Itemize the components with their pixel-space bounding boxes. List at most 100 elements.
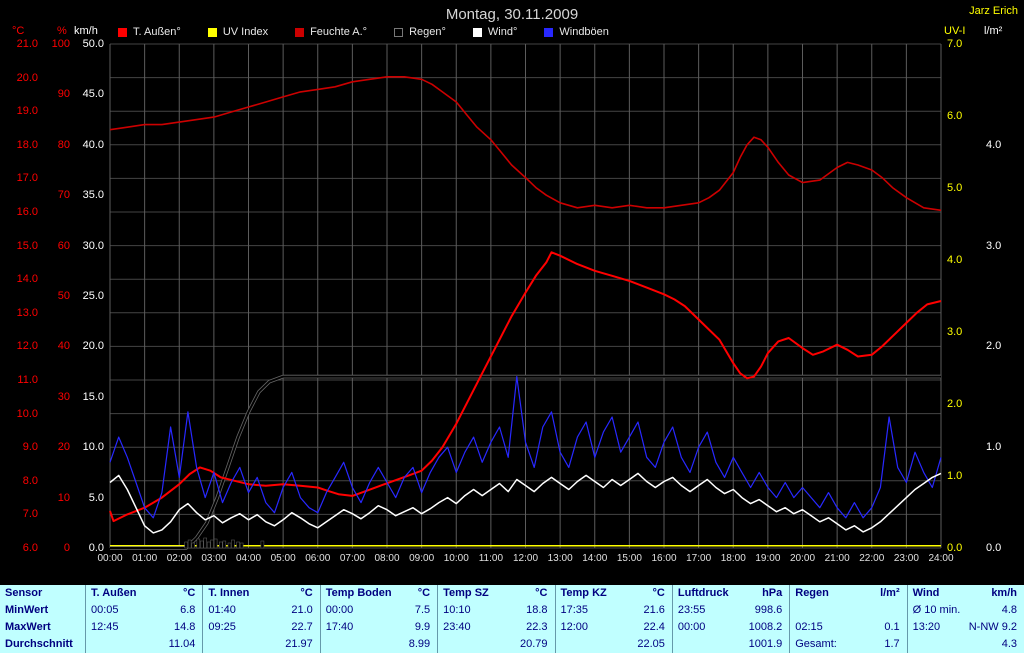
- axis-tick-uv: 6.0: [947, 110, 963, 122]
- axis-tick-wind: 45.0: [82, 88, 104, 101]
- cell-value: 4.3: [1001, 638, 1017, 650]
- axis-tick-humidity: 20: [57, 441, 70, 454]
- x-axis-label: 20:00: [789, 553, 816, 564]
- table-cell: [789, 602, 906, 619]
- cell-value: l/m²: [880, 587, 900, 599]
- table-cell: 00:00 1008.2: [671, 619, 789, 636]
- legend-item: Regen°: [394, 26, 446, 38]
- cell-time: 13:20: [912, 621, 941, 633]
- axis-tick-temp: 15.0: [16, 239, 38, 252]
- axis-tick-wind: 40.0: [82, 138, 104, 151]
- axis-tick-uv: 3.0: [947, 326, 963, 338]
- table-cell: Luftdruck hPa: [671, 585, 789, 602]
- axis-tick-temp: 21.0: [16, 38, 38, 50]
- cell-value: 9.9: [414, 621, 431, 633]
- axis-unit-rain: l/m²: [984, 25, 1003, 37]
- x-axis-label: 09:00: [409, 553, 435, 564]
- table-cell: 22.05: [554, 636, 672, 653]
- table-row-label: MinWert: [5, 604, 49, 616]
- table-cell: 21.97: [202, 636, 319, 653]
- table-cell: 02:15 0.1: [789, 619, 906, 636]
- legend-swatch-icon: [118, 27, 127, 37]
- cell-time: 01:40: [208, 604, 236, 616]
- rain-rate-tick: [206, 541, 211, 549]
- rain-rate-tick: [236, 541, 240, 549]
- table-cell: 00:00 7.5: [319, 602, 437, 619]
- axis-tick-uv: 2.0: [947, 398, 963, 410]
- legend-label: T. Außen°: [133, 26, 181, 38]
- table-row-maxwert: MaxWert 12:45 14.8 09:25 22.7 17:40 9.9 23:40 22…: [0, 619, 1024, 636]
- series-wind: [109, 472, 942, 534]
- table-row-durchschnitt: Durchschnitt 11.04 21.97 8.99 20.79 22.05 1001…: [0, 636, 1024, 653]
- cell-time: T. Innen: [208, 587, 250, 599]
- axis-tick-humidity: 90: [57, 88, 70, 101]
- axis-tick-temp: 12.0: [16, 340, 38, 353]
- cell-value: 8.99: [408, 638, 431, 650]
- axis-tick-wind: 35.0: [82, 189, 104, 202]
- x-axis-label: 19:00: [755, 553, 781, 564]
- legend-item: T. Außen°: [118, 26, 181, 38]
- cell-value: km/h: [991, 587, 1017, 599]
- axis-tick-temp: 14.0: [16, 273, 38, 286]
- legend-label: Regen°: [409, 26, 446, 38]
- rain-rate-tick: [200, 540, 204, 549]
- x-axis-label: 10:00: [443, 553, 469, 564]
- cell-value: 22.05: [637, 638, 665, 650]
- rain-rate-tick: [191, 542, 195, 549]
- legend-item: UV Index: [207, 26, 269, 38]
- rain-rate-tick: [239, 542, 244, 549]
- legend-item: Windböen: [544, 26, 609, 38]
- axis-tick-humidity: 30: [57, 390, 70, 403]
- table-cell: Temp Boden °C: [319, 585, 437, 602]
- x-axis-label: 05:00: [270, 553, 296, 564]
- rain-rate-tick: [260, 540, 265, 549]
- axis-unit-humidity: %: [57, 25, 67, 37]
- table-cell: 20.79: [437, 636, 554, 653]
- cell-value: 20.79: [519, 638, 548, 650]
- cell-value: 14.8: [173, 621, 196, 633]
- axis-tick-temp: 10.0: [16, 407, 38, 420]
- axis-tick-humidity: 40: [57, 340, 70, 353]
- axis-tick-humidity: 80: [57, 138, 70, 151]
- axis-tick-temp: 7.0: [22, 508, 38, 521]
- axis-tick-wind: 25.0: [82, 290, 104, 302]
- x-axis-label: 24:00: [928, 553, 954, 564]
- legend-item: Wind°: [472, 26, 518, 38]
- axis-unit-temp: °C: [12, 25, 25, 37]
- table-cell: 01:40 21.0: [202, 602, 319, 619]
- x-axis-label: 22:00: [859, 553, 885, 564]
- table-cell: T. Außen °C: [85, 585, 202, 602]
- axis-tick-temp: 19.0: [16, 105, 38, 118]
- cell-time: 09:25: [208, 621, 236, 633]
- table-cell: 1001.9: [671, 636, 789, 653]
- axis-tick-humidity: 100: [51, 38, 70, 50]
- cell-time: 02:15: [795, 621, 823, 633]
- cell-value: N-NW 9.2: [968, 621, 1017, 633]
- table-cell: Regen l/m²: [789, 585, 906, 602]
- x-axis-label: 01:00: [132, 553, 158, 564]
- table-cell: Gesamt: 1.7: [789, 636, 906, 653]
- table-cell: 00:05 6.8: [85, 602, 202, 619]
- axis-tick-wind: 0.0: [88, 542, 104, 554]
- rain-rate-tick: [210, 539, 214, 549]
- legend-label: Feuchte A.°: [310, 26, 368, 38]
- axis-tick-rain: 1.0: [986, 441, 1002, 454]
- rain-rate-tick: [184, 541, 188, 549]
- legend-label: UV Index: [222, 26, 269, 38]
- table-cell: 13:20 N-NW 9.2: [906, 619, 1024, 636]
- table-cell: 12:45 14.8: [85, 619, 202, 636]
- cell-time: 17:40: [325, 621, 354, 633]
- x-axis-label: 00:00: [97, 553, 123, 564]
- legend-label: Wind°: [487, 26, 518, 38]
- legend: T. Außen° UV Index Feuchte A.° Regen° Wind° W…: [118, 26, 609, 38]
- legend-swatch-icon: [295, 27, 305, 37]
- axis-tick-wind: 20.0: [82, 340, 104, 353]
- cell-time: Gesamt:: [795, 638, 837, 650]
- axis-tick-temp: 20.0: [16, 71, 38, 84]
- x-axis-label: 18:00: [720, 553, 746, 564]
- cell-time: 00:00: [677, 621, 706, 633]
- cell-value: 21.0: [291, 604, 313, 616]
- cell-value: 7.5: [414, 604, 431, 616]
- axis-tick-temp: 18.0: [16, 138, 38, 151]
